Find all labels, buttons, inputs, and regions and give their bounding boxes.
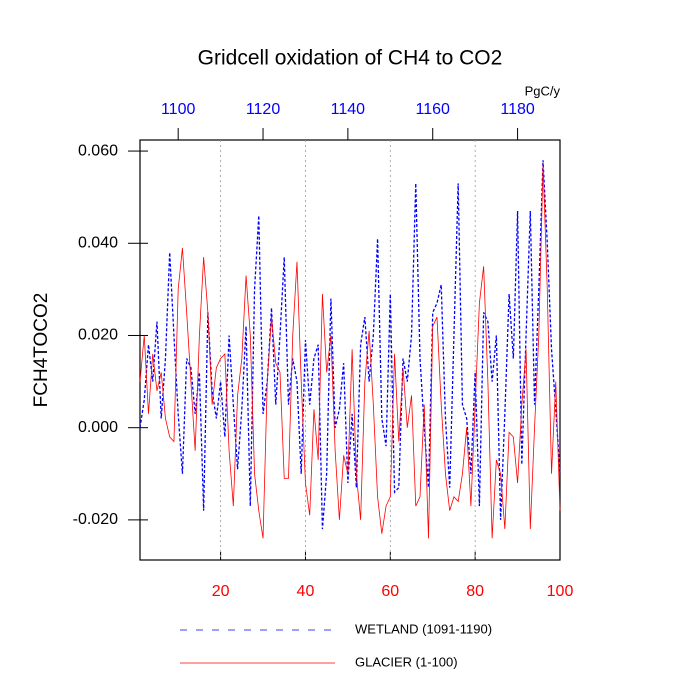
y-tick-label: -0.020 [73,511,118,528]
x-tick-label: 40 [297,583,315,600]
x-tick-label: 80 [466,583,484,600]
x-tick-label: 100 [547,583,574,600]
data-line [139,160,561,530]
y-tick-label: 0.060 [78,142,118,159]
x2-tick-label: 1120 [246,101,281,118]
y-tick-label: 0.000 [78,419,118,436]
x2-tick-label: 1180 [500,101,535,118]
data-line [139,164,561,539]
y-axis-label: FCH4TOCO2 [31,293,52,408]
x-tick-label: 20 [212,583,230,600]
x2-tick-label: 1100 [161,101,196,118]
x2-tick-label: 1160 [416,101,451,118]
plot-frame [139,139,561,561]
x-tick-label: 60 [381,583,399,600]
y-tick-label: 0.020 [78,327,118,344]
units-label: PgC/y [525,83,561,98]
chart-title: Gridcell oxidation of CH4 to CO2 [198,47,503,70]
legend-label: GLACIER (1-100) [355,654,458,669]
x2-tick-label: 1140 [331,101,366,118]
y-tick-label: 0.040 [78,234,118,251]
legend-label: WETLAND (1091-1190) [355,621,492,636]
